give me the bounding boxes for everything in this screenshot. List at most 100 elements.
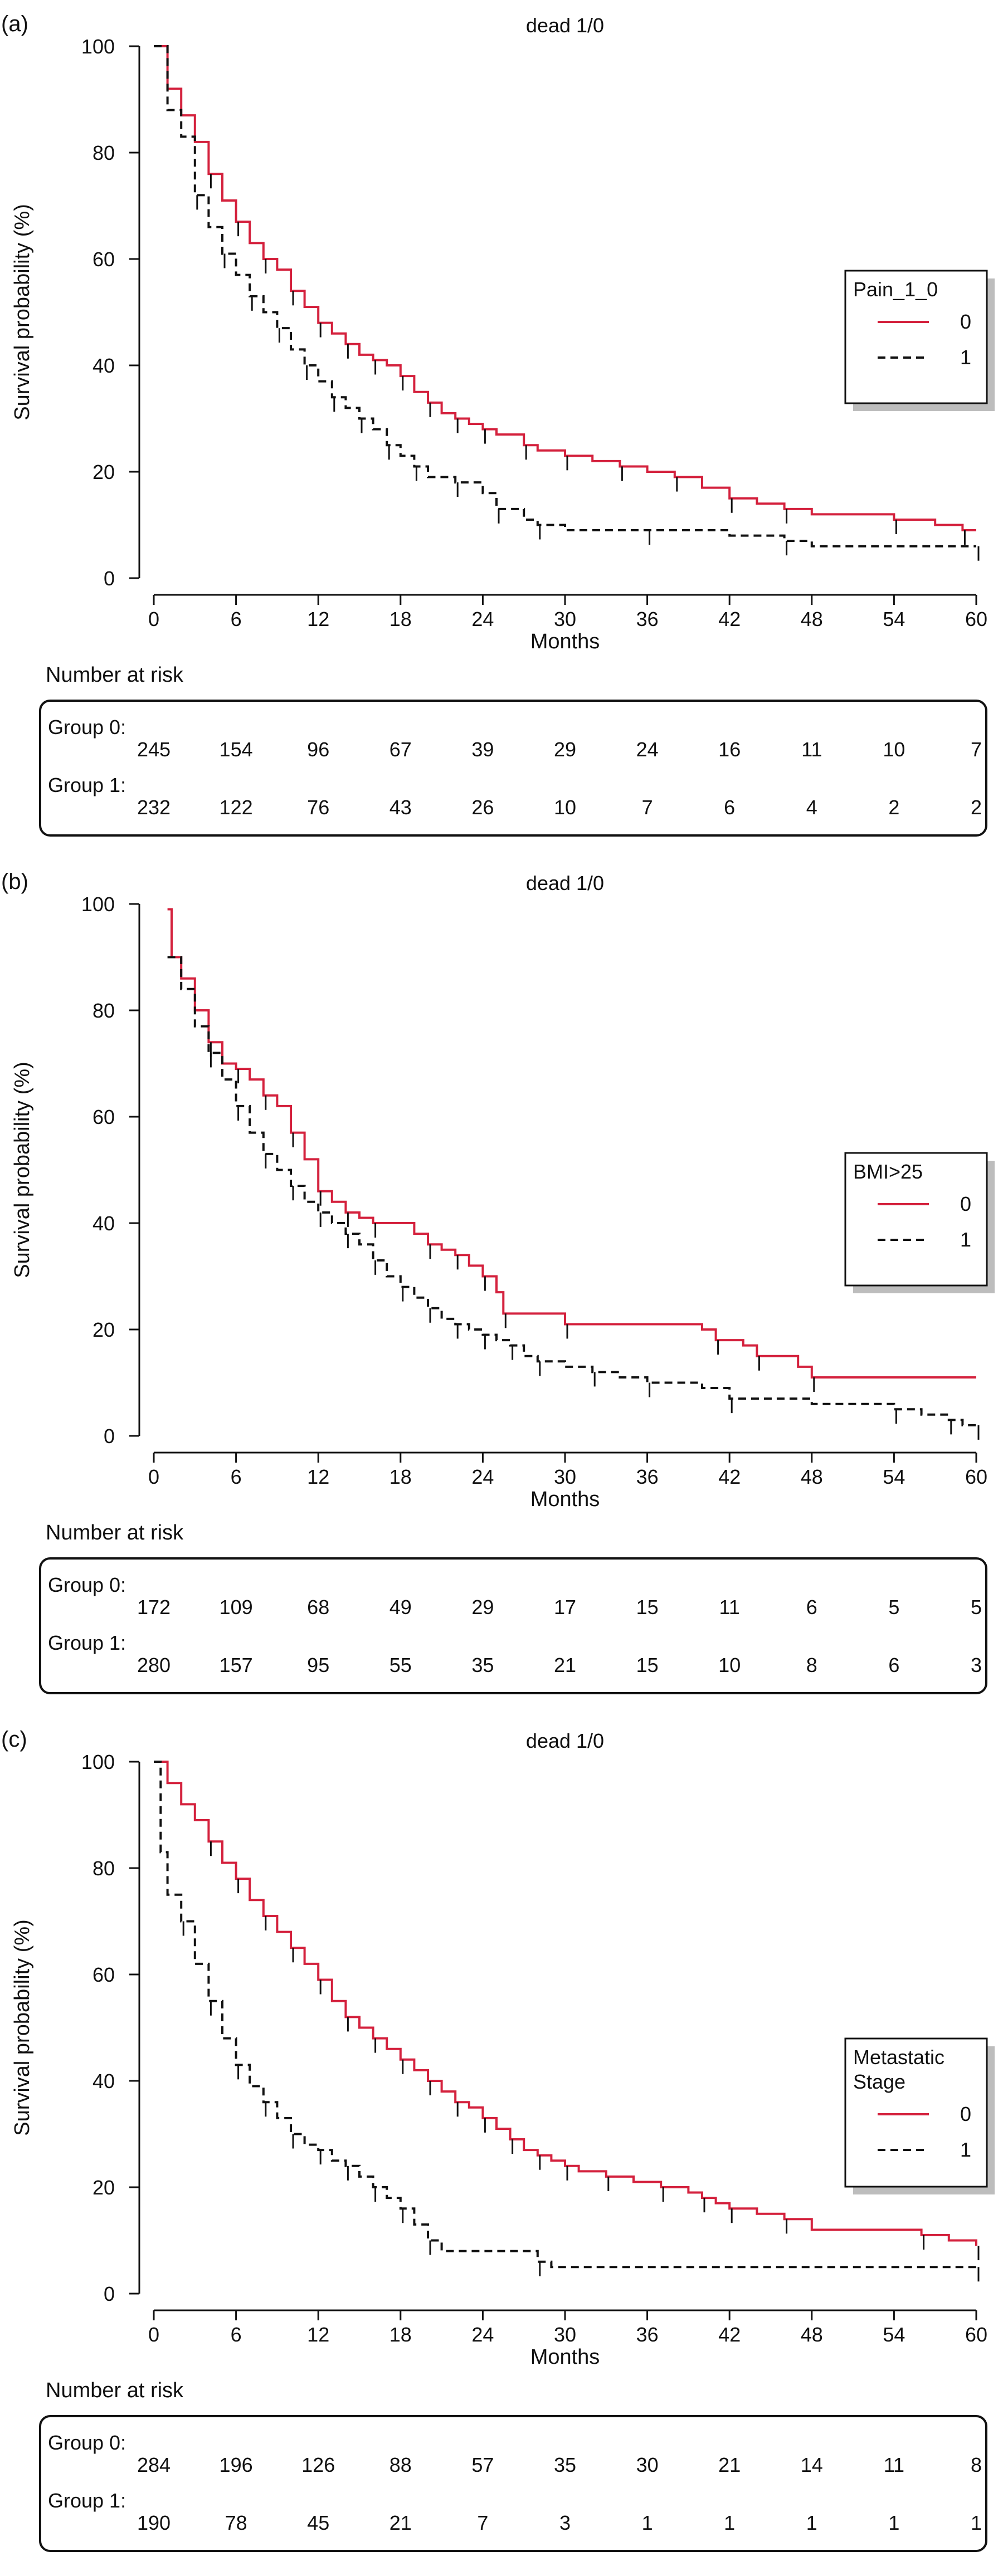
risk-value: 190	[137, 2511, 171, 2534]
panel-label: (b)	[1, 869, 28, 894]
y-tick-label: 40	[92, 354, 115, 377]
risk-value: 4	[806, 796, 817, 819]
risk-value: 67	[389, 738, 412, 761]
risk-value: 11	[884, 2453, 904, 2476]
chart-title: dead 1/0	[526, 14, 604, 37]
risk-value: 1	[888, 2511, 899, 2534]
risk-value: 7	[477, 2511, 488, 2534]
series-0-curve	[167, 908, 976, 1379]
risk-value: 5	[971, 1596, 982, 1619]
risk-value: 6	[888, 1654, 899, 1676]
risk-value: 35	[554, 2453, 576, 2476]
legend-entry-0: 0	[960, 2103, 971, 2125]
risk-value: 196	[220, 2453, 253, 2476]
risk-value: 15	[636, 1654, 659, 1676]
risk-value: 1	[806, 2511, 817, 2534]
x-tick-label: 12	[307, 1465, 329, 1488]
x-tick-label: 6	[231, 1465, 242, 1488]
risk-value: 29	[554, 738, 576, 761]
x-tick-label: 48	[801, 608, 823, 630]
risk-value: 2	[971, 796, 982, 819]
x-tick-label: 12	[307, 608, 329, 630]
risk-value: 26	[471, 796, 494, 819]
y-tick-label: 20	[92, 461, 115, 483]
legend-title: Stage	[853, 2070, 905, 2093]
x-tick-label: 18	[389, 1465, 412, 1488]
chart-title: dead 1/0	[526, 872, 604, 894]
y-tick-label: 60	[92, 1963, 115, 1986]
risk-value: 88	[389, 2453, 412, 2476]
y-axis-label: Survival probability (%)	[11, 204, 34, 421]
risk-value: 15	[636, 1596, 659, 1619]
x-tick-label: 48	[801, 1465, 823, 1488]
risk-value: 1	[971, 2511, 982, 2534]
series-0-curve	[154, 1761, 977, 2246]
y-tick-label: 100	[81, 35, 115, 58]
risk-value: 43	[389, 796, 412, 819]
x-tick-label: 0	[148, 608, 159, 630]
panel-label: (c)	[1, 1727, 27, 1752]
x-tick-label: 54	[883, 1465, 905, 1488]
risk-value: 21	[389, 2511, 412, 2534]
y-tick-label: 100	[81, 1751, 115, 1773]
y-tick-label: 20	[92, 2176, 115, 2199]
risk-row-label: Group 1:	[48, 2489, 126, 2512]
y-tick-label: 80	[92, 999, 115, 1022]
legend-entry-1: 1	[960, 1228, 971, 1251]
x-tick-label: 54	[883, 608, 905, 630]
risk-table-box	[39, 700, 987, 837]
chart-panel-1: (a) dead 1/0 0 20 40 60 80 100 0 6 12 18 24 30 36 42 48 5…	[0, 0, 1003, 858]
risk-value: 109	[220, 1596, 253, 1619]
series-1-curve	[167, 956, 976, 1426]
x-tick-label: 24	[471, 608, 494, 630]
risk-value: 8	[806, 1654, 817, 1676]
risk-value: 30	[636, 2453, 659, 2476]
risk-value: 2	[888, 796, 899, 819]
legend-entry-0: 0	[960, 1192, 971, 1215]
risk-value: 6	[724, 796, 735, 819]
risk-value: 232	[137, 796, 171, 819]
risk-value: 10	[554, 796, 576, 819]
risk-value: 11	[719, 1596, 740, 1619]
risk-value: 49	[389, 1596, 412, 1619]
risk-value: 57	[471, 2453, 494, 2476]
risk-value: 45	[307, 2511, 329, 2534]
risk-value: 16	[718, 738, 741, 761]
risk-value: 7	[642, 796, 653, 819]
x-axis-label: Months	[530, 1488, 600, 1511]
y-tick-label: 0	[104, 567, 115, 590]
x-tick-label: 48	[801, 2323, 823, 2346]
x-tick-label: 30	[554, 608, 576, 630]
y-axis-label: Survival probability (%)	[11, 1062, 34, 1278]
risk-value: 245	[137, 738, 171, 761]
risk-value: 68	[307, 1596, 329, 1619]
chart-panel-3: (c) dead 1/0 0 20 40 60 80 100 0 6 12 18 24 30 36 42 48 5…	[0, 1715, 1003, 2573]
x-tick-label: 54	[883, 2323, 905, 2346]
risk-value: 10	[883, 738, 905, 761]
risk-value: 35	[471, 1654, 494, 1676]
risk-value: 17	[554, 1596, 576, 1619]
risk-value: 55	[389, 1654, 412, 1676]
risk-table-header: Number at risk	[46, 1521, 184, 1544]
x-tick-label: 42	[718, 608, 741, 630]
risk-value: 122	[220, 796, 253, 819]
legend-title: Pain_1_0	[853, 278, 938, 301]
risk-row-label: Group 0:	[48, 2431, 126, 2454]
risk-value: 126	[301, 2453, 335, 2476]
chart-title: dead 1/0	[526, 1729, 604, 1752]
y-tick-label: 60	[92, 248, 115, 271]
risk-table-box	[39, 1557, 987, 1694]
risk-value: 284	[137, 2453, 171, 2476]
y-tick-label: 60	[92, 1106, 115, 1128]
risk-value: 172	[137, 1596, 171, 1619]
risk-value: 21	[718, 2453, 741, 2476]
risk-value: 29	[471, 1596, 494, 1619]
risk-value: 39	[471, 738, 494, 761]
x-tick-label: 36	[636, 2323, 659, 2346]
risk-value: 11	[801, 738, 822, 761]
risk-value: 95	[307, 1654, 329, 1676]
risk-value: 14	[801, 2453, 823, 2476]
y-tick-label: 80	[92, 141, 115, 164]
legend-title: Metastatic	[853, 2046, 944, 2069]
